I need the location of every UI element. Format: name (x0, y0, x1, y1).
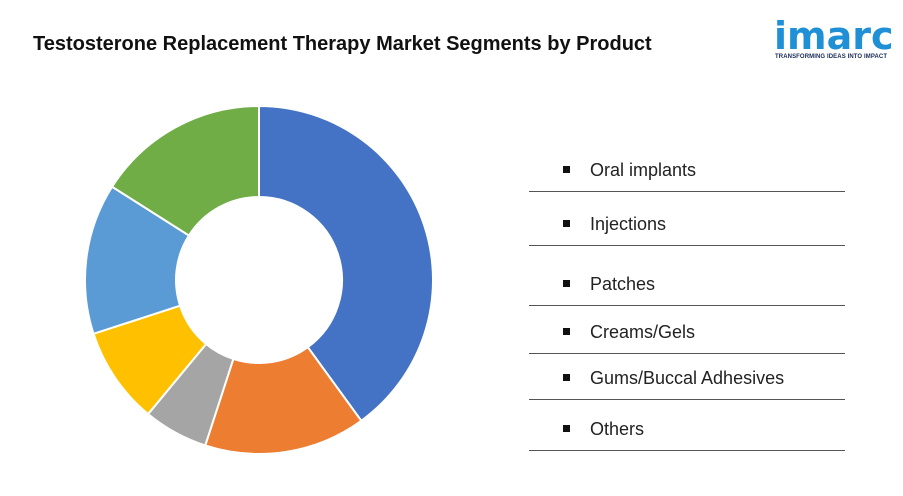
legend-item-patches: Patches (529, 254, 845, 306)
legend-bullet (563, 220, 570, 227)
legend-bullet (563, 280, 570, 287)
legend-label: Gums/Buccal Adhesives (590, 368, 785, 388)
chart-title: Testosterone Replacement Therapy Market … (33, 33, 652, 55)
legend-divider (529, 450, 845, 451)
donut-slice-others (110, 104, 260, 237)
legend-label: Patches (590, 274, 656, 294)
logo-tagline: TRANSFORMING IDEAS INTO IMPACT (775, 54, 888, 60)
legend-item-oral-implants: Oral implants (529, 140, 845, 192)
legend-label: Oral implants (590, 160, 697, 180)
legend-label: Creams/Gels (590, 322, 696, 342)
logo-wordmark: imarc (774, 14, 894, 58)
legend-divider (529, 245, 845, 246)
legend-divider (529, 305, 845, 306)
donut-slice-oral-implants (258, 104, 434, 423)
legend-bullet (563, 328, 570, 335)
legend-bullet (563, 166, 570, 173)
legend-divider (529, 191, 845, 192)
legend-item-others: Others (529, 399, 845, 451)
imarc-logo: imarc TRANSFORMING IDEAS INTO IMPACT (772, 10, 894, 66)
legend-item-gums-buccal-adhesives: Gums/Buccal Adhesives (529, 348, 845, 400)
legend-label: Injections (590, 214, 667, 234)
legend-label: Others (590, 419, 645, 439)
donut-chart (84, 104, 434, 455)
legend-item-creams-gels: Creams/Gels (529, 302, 845, 354)
legend-bullet (563, 374, 570, 381)
legend-item-injections: Injections (529, 194, 845, 246)
legend-bullet (563, 425, 570, 432)
legend-divider (529, 399, 845, 400)
legend-divider (529, 353, 845, 354)
